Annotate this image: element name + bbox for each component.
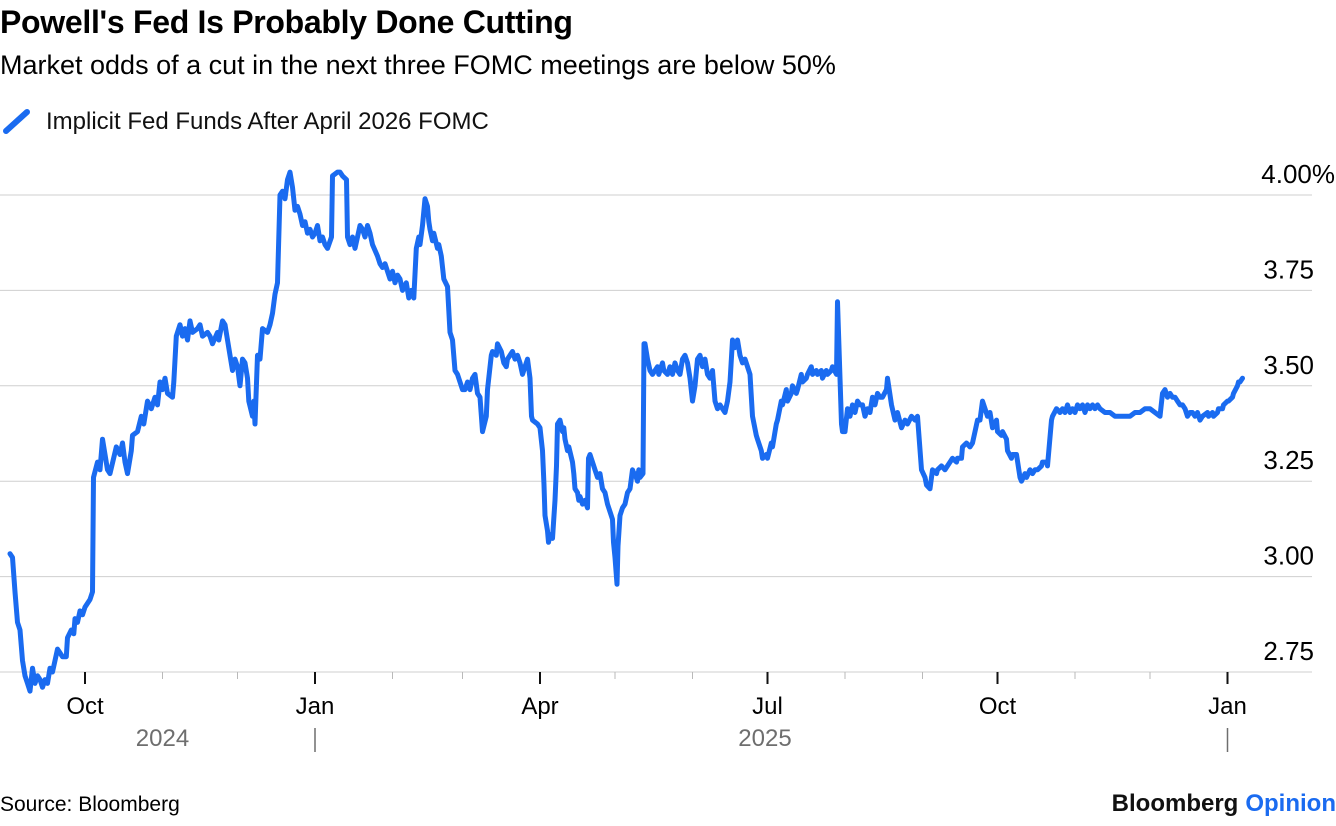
legend-slash-icon xyxy=(3,109,30,134)
brand-bloomberg: Bloomberg xyxy=(1111,790,1239,817)
page-title: Powell's Fed Is Probably Done Cutting xyxy=(0,4,573,40)
month-label: Apr xyxy=(521,693,558,720)
year-label: 2024 xyxy=(136,725,189,752)
chart-area: Oct Jan Apr Jul Oct Jan 2024 2025 4.00% 3.75 3.50 3… xyxy=(0,150,1336,770)
brand-opinion: Opinion xyxy=(1245,790,1336,817)
month-label: Oct xyxy=(979,693,1017,720)
fed-funds-line-chart: Oct Jan Apr Jul Oct Jan 2024 2025 4.00% 3.75 3.50 3… xyxy=(0,159,1335,752)
year-label: 2025 xyxy=(738,725,791,752)
page-subtitle: Market odds of a cut in the next three F… xyxy=(0,50,836,80)
legend-label: Implicit Fed Funds After April 2026 FOMC xyxy=(46,108,489,135)
month-label: Jan xyxy=(296,693,335,720)
month-label: Oct xyxy=(66,693,104,720)
brand-logo: Bloomberg Opinion xyxy=(1112,790,1336,818)
y-axis-label: 3.75 xyxy=(1263,254,1314,284)
source-credit: Source: Bloomberg xyxy=(0,793,180,816)
legend: Implicit Fed Funds After April 2026 FOMC xyxy=(2,108,489,136)
y-axis-label: 3.25 xyxy=(1263,445,1314,475)
footer: Source: Bloomberg Bloomberg Opinion xyxy=(0,790,1336,822)
y-axis-label: 3.00 xyxy=(1263,541,1314,571)
month-label: Jul xyxy=(752,693,783,720)
month-label: Jan xyxy=(1208,693,1247,720)
y-axis-label: 3.50 xyxy=(1263,350,1314,380)
series-line xyxy=(7,169,1245,694)
y-axis-label: 2.75 xyxy=(1263,636,1314,666)
y-axis-label: 4.00% xyxy=(1261,159,1335,189)
